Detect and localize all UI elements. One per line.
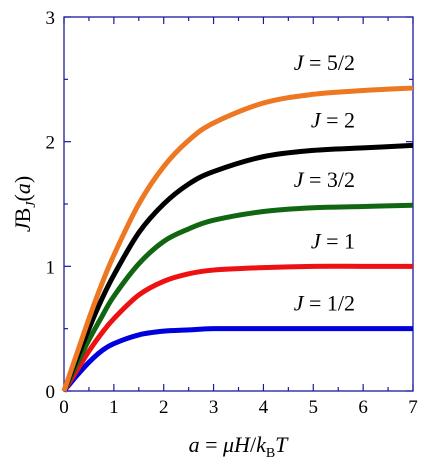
x-tick-label: 0 — [59, 397, 69, 418]
series-label: J = 2 — [311, 107, 355, 132]
y-tick-label: 3 — [46, 8, 56, 29]
series-label: J = 3/2 — [294, 167, 355, 192]
y-tick-label: 0 — [46, 382, 56, 403]
x-axis-title: a = μH/kBT — [189, 432, 290, 461]
series-label: J = 1 — [311, 228, 355, 253]
x-tick-label: 5 — [309, 397, 319, 418]
series-label: J = 5/2 — [294, 50, 355, 75]
plot-frame — [63, 16, 414, 392]
x-tick-label: 4 — [259, 397, 269, 418]
y-tick-label: 1 — [46, 257, 56, 278]
series-line — [61, 142, 414, 392]
axis-ticks — [63, 16, 414, 392]
x-tick-label: 7 — [408, 397, 418, 418]
y-tick-label: 2 — [46, 133, 56, 154]
series-curves — [61, 85, 414, 393]
tick-labels: 0 1 2 3 4 5 6 7 0 1 2 3 — [46, 8, 418, 418]
series-label: J = 1/2 — [294, 291, 355, 316]
y-axis-title: JBJ(a) — [10, 176, 39, 232]
x-tick-label: 3 — [209, 397, 219, 418]
series-line — [62, 326, 413, 393]
x-tick-label: 2 — [159, 397, 169, 418]
series-line — [61, 85, 414, 392]
series-line — [61, 202, 414, 393]
x-tick-label: 6 — [358, 397, 368, 418]
x-tick-label: 1 — [109, 397, 119, 418]
series-line — [61, 263, 413, 393]
series-labels: J = 1/2 J = 1 J = 3/2 J = 2 J = 5/2 — [294, 50, 355, 316]
